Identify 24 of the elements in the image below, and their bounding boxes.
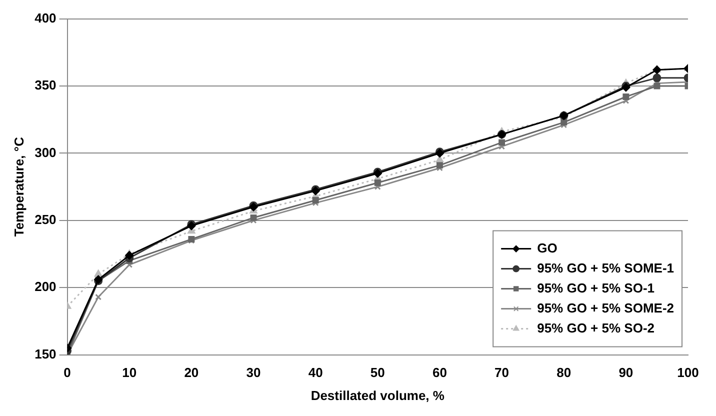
- legend-label: 95% GO + 5% SOME-2: [537, 300, 674, 316]
- x-tick-label: 0: [64, 365, 71, 380]
- x-tick-label: 60: [432, 365, 447, 380]
- x-tick-label: 100: [677, 365, 699, 380]
- y-tick-label: 150: [34, 346, 56, 362]
- legend-label: 95% GO + 5% SO-2: [537, 320, 655, 336]
- y-tick-label: 300: [34, 144, 56, 160]
- x-tick-label: 80: [556, 365, 572, 380]
- x-tick-label: 70: [494, 365, 510, 380]
- x-tick-label: 10: [122, 365, 137, 380]
- y-tick-label: 250: [34, 212, 56, 227]
- y-axis-title: Temperature, °C: [11, 136, 26, 237]
- x-tick-label: 20: [184, 365, 199, 380]
- x-tick-label: 90: [618, 365, 634, 380]
- legend-label: 95% GO + 5% SO-1: [537, 280, 655, 296]
- x-tick-label: 30: [246, 365, 261, 380]
- x-axis-title: Destillated volume, %: [310, 388, 445, 403]
- y-tick-label: 400: [34, 10, 56, 26]
- x-tick-label: 50: [370, 365, 385, 380]
- legend-label: 95% GO + 5% SOME-1: [537, 260, 674, 276]
- legend-label: GO: [537, 240, 558, 256]
- y-tick-label: 200: [34, 279, 56, 294]
- x-tick-label: 40: [308, 365, 323, 380]
- y-tick-label: 350: [34, 78, 56, 93]
